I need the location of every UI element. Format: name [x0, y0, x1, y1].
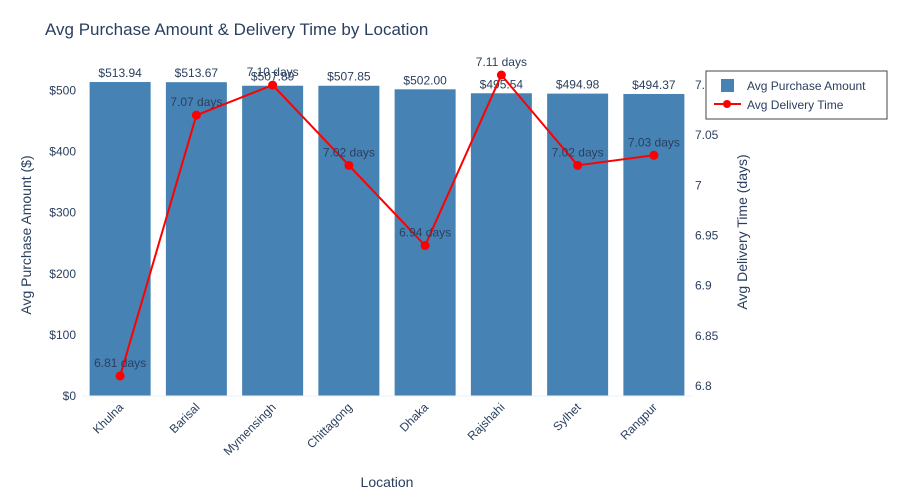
- x-tick-label: Mymensingh: [221, 400, 279, 458]
- legend: Avg Purchase Amount Avg Delivery Time: [705, 70, 888, 120]
- line-point: [191, 110, 201, 120]
- chart-title: Avg Purchase Amount & Delivery Time by L…: [45, 20, 428, 39]
- bar: [318, 85, 380, 396]
- y-axis-title: Avg Purchase Amount ($): [18, 155, 34, 314]
- line-value-label: 7.07 days: [170, 95, 222, 109]
- line-point: [649, 150, 659, 160]
- bar-value-label: $513.67: [175, 66, 219, 80]
- line-point: [573, 160, 583, 170]
- y-tick-label: $0: [63, 389, 77, 403]
- y2-tick-label: 6.85: [695, 329, 719, 343]
- bar: [89, 82, 151, 396]
- y-tick-label: $200: [49, 267, 76, 281]
- bar-value-label: $507.85: [327, 70, 371, 84]
- line-value-label: 7.11 days: [476, 55, 527, 69]
- bar-value-label: $494.98: [556, 78, 600, 92]
- y-tick-label: $100: [49, 328, 76, 342]
- y-tick-label: $500: [49, 84, 76, 98]
- x-tick-label: Rangpur: [618, 400, 660, 442]
- x-tick-label: Chittagong: [304, 400, 355, 451]
- x-tick-label: Barisal: [167, 400, 203, 436]
- y2-tick-label: 6.95: [695, 229, 719, 243]
- line-point: [268, 80, 278, 90]
- x-tick-label: Dhaka: [397, 400, 432, 435]
- legend-line-marker: [723, 100, 731, 108]
- x-tick-label: Rajshahi: [465, 400, 508, 443]
- bar: [242, 85, 304, 397]
- line-value-label: 7.03 days: [628, 135, 680, 149]
- line-point: [496, 70, 506, 80]
- legend-label-bar: Avg Purchase Amount: [747, 79, 866, 93]
- bar: [470, 93, 532, 396]
- y2-tick-label: 7: [695, 178, 702, 192]
- line-point: [420, 241, 430, 251]
- y2-tick-label: 6.9: [695, 279, 712, 293]
- bar-value-label: $502.00: [403, 73, 447, 87]
- line-value-label: 6.94 days: [399, 226, 451, 240]
- y2-tick-label: 6.8: [695, 379, 712, 393]
- delivery-time-line: [119, 74, 655, 377]
- bar: [623, 93, 685, 397]
- legend-bar-swatch: [721, 79, 734, 92]
- bar-value-label: $494.37: [632, 78, 676, 92]
- x-tick-label: Khulna: [90, 400, 127, 437]
- plot-area: $0 $100 $200 $300 $400 $500 6.8 6.85 6.9 6.95 7 7.0…: [49, 55, 718, 458]
- bar-value-label: $513.94: [98, 66, 142, 80]
- line-value-label: 7.02 days: [552, 145, 604, 159]
- bar-value-label: $507.89: [251, 70, 295, 84]
- x-tick-label: Sylhet: [550, 400, 584, 434]
- bar: [547, 93, 609, 397]
- y-tick-label: $400: [49, 145, 76, 159]
- line-value-label: 7.02 days: [323, 145, 375, 159]
- y2-tick-label: 7.05: [695, 128, 719, 142]
- legend-box: [705, 70, 888, 120]
- x-axis-title: Location: [361, 474, 414, 490]
- y2-axis-title: Avg Delivery Time (days): [734, 154, 750, 309]
- line-value-label: 6.81 days: [94, 356, 146, 370]
- bar: [165, 82, 227, 396]
- line-point: [344, 160, 354, 170]
- y-tick-label: $300: [49, 206, 76, 220]
- legend-label-line: Avg Delivery Time: [747, 98, 844, 112]
- line-value-label: 7.10 days: [247, 65, 299, 79]
- line-point: [115, 371, 125, 381]
